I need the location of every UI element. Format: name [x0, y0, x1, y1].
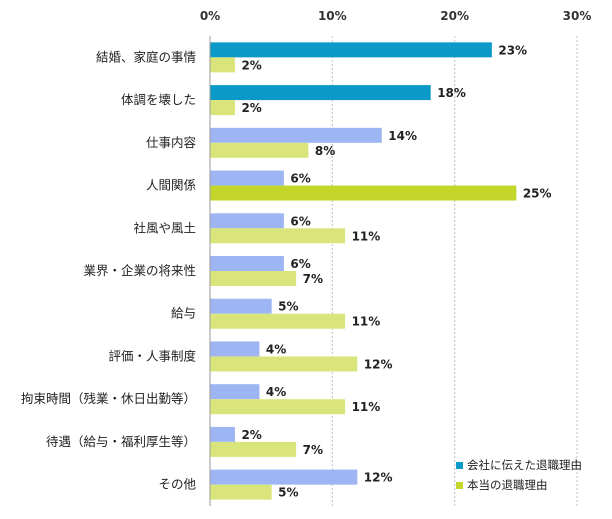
legend-label: 本当の退職理由: [467, 478, 548, 492]
data-label: 7%: [303, 272, 323, 286]
category-label: 結婚、家庭の事情: [96, 49, 196, 64]
x-tick-label: 30%: [563, 9, 592, 23]
category-label: 仕事内容: [146, 135, 196, 150]
bar-real-reason: [210, 484, 272, 500]
bar-stated-reason: [210, 469, 358, 485]
bar-stated-reason: [210, 298, 272, 314]
data-label: 4%: [266, 342, 286, 356]
bar-real-reason: [210, 399, 346, 415]
data-label: 18%: [437, 86, 466, 100]
data-label: 5%: [278, 486, 298, 500]
data-label: 11%: [352, 315, 381, 329]
x-tick-label: 0%: [200, 9, 220, 23]
bar-stated-reason: [210, 213, 284, 229]
bar-real-reason: [210, 57, 235, 73]
bars: [210, 42, 517, 500]
data-label: 5%: [278, 300, 298, 314]
data-label: 12%: [364, 357, 393, 371]
data-label: 6%: [290, 257, 310, 271]
x-tick-label: 10%: [318, 9, 347, 23]
category-label: 待遇（給与・福利厚生等）: [46, 434, 196, 449]
category-label: 体調を壊した: [121, 92, 196, 107]
data-label: 7%: [303, 443, 323, 457]
data-label: 8%: [315, 144, 335, 158]
data-label: 11%: [352, 229, 381, 243]
category-label: 人間関係: [146, 178, 196, 193]
data-labels: 23%2%18%2%14%8%6%25%6%11%6%7%5%11%4%12%4…: [241, 43, 551, 499]
data-label: 25%: [523, 187, 552, 201]
data-label: 2%: [241, 101, 261, 115]
data-label: 6%: [290, 172, 310, 186]
bar-stated-reason: [210, 426, 235, 442]
category-label: 拘束時間（残業・休日出勤等）: [21, 391, 196, 406]
bar-real-reason: [210, 356, 358, 372]
data-label: 2%: [241, 58, 261, 72]
bar-stated-reason: [210, 127, 382, 143]
bar-stated-reason: [210, 42, 492, 58]
bar-stated-reason: [210, 341, 260, 357]
bar-real-reason: [210, 228, 346, 244]
data-label: 4%: [266, 385, 286, 399]
bar-real-reason: [210, 185, 517, 201]
bar-stated-reason: [210, 384, 260, 400]
data-label: 14%: [388, 129, 417, 143]
category-label: 評価・人事制度: [108, 348, 196, 363]
data-label: 23%: [498, 43, 527, 57]
bar-real-reason: [210, 441, 297, 457]
category-label: 社風や風土: [133, 220, 196, 235]
bar-real-reason: [210, 142, 309, 158]
x-tick-label: 20%: [440, 9, 469, 23]
bar-stated-reason: [210, 85, 431, 101]
bar-real-reason: [210, 100, 235, 116]
category-label: 業界・企業の将来性: [83, 263, 196, 278]
legend-label: 会社に伝えた退職理由: [467, 458, 582, 472]
legend-swatch: [456, 482, 463, 489]
bar-real-reason: [210, 313, 346, 329]
bar-real-reason: [210, 271, 297, 286]
category-labels: 結婚、家庭の事情体調を壊した仕事内容人間関係社風や風土業界・企業の将来性給与評価…: [21, 49, 197, 491]
legend-swatch: [456, 462, 463, 469]
data-label: 2%: [241, 428, 261, 442]
category-label: その他: [158, 477, 196, 492]
bar-stated-reason: [210, 256, 284, 271]
data-label: 12%: [364, 471, 393, 485]
x-axis-ticks: 0% 10% 20% 30%: [200, 9, 592, 23]
data-label: 6%: [290, 214, 310, 228]
gridlines: [209, 36, 578, 506]
category-label: 給与: [171, 306, 196, 321]
bar-stated-reason: [210, 170, 284, 186]
data-label: 11%: [352, 400, 381, 414]
